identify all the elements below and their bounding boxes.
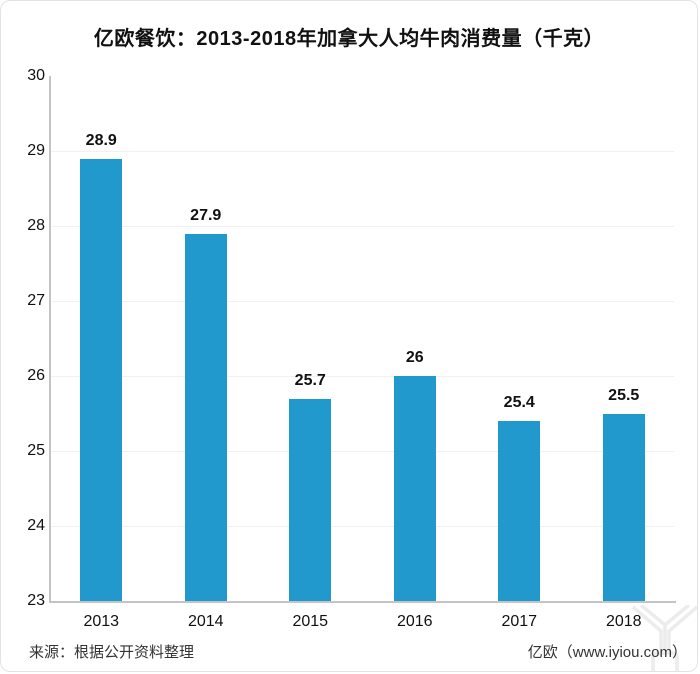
bar-2015 [289, 398, 332, 601]
y-tick-label-29: 29 [27, 142, 45, 159]
gridline-24 [51, 526, 674, 527]
bar-value-label-2017: 25.4 [503, 394, 535, 411]
x-tick-label-2018: 2018 [605, 613, 642, 630]
x-tick-label-2013: 2013 [83, 613, 120, 630]
source-note: 来源：根据公开资料整理 [29, 644, 195, 661]
y-tick-label-23: 23 [27, 592, 45, 609]
y-axis-line [49, 76, 51, 603]
bar-value-label-2014: 27.9 [190, 206, 222, 224]
y-tick-label-28: 28 [27, 217, 45, 234]
y-tick-label-26: 26 [27, 367, 45, 384]
bar-2014 [184, 233, 227, 601]
gridline-27 [51, 301, 674, 302]
y-tick-label-30: 30 [27, 67, 45, 84]
y-tick-label-27: 27 [27, 292, 45, 309]
bar-2018 [602, 413, 645, 601]
brand-credit: 亿欧（www.iyiou.com） [527, 644, 687, 661]
gridline-28 [51, 226, 674, 227]
chart-title: 亿欧餐饮：2013-2018年加拿大人均牛肉消费量（千克） [93, 28, 605, 50]
y-tick-label-25: 25 [27, 442, 45, 459]
bar-2017 [498, 421, 541, 601]
x-axis-line [49, 601, 676, 603]
bar-value-label-2015: 25.7 [294, 371, 326, 389]
bar-2013 [80, 158, 123, 601]
gridline-29 [51, 151, 674, 152]
gridline-26 [51, 376, 674, 377]
x-tick-label-2016: 2016 [396, 613, 433, 630]
bar-value-label-2013: 28.9 [85, 131, 117, 149]
x-tick-label-2014: 2014 [187, 613, 224, 630]
x-tick-label-2015: 2015 [292, 613, 329, 630]
bar-value-label-2016: 26 [405, 349, 424, 366]
gridline-25 [51, 451, 674, 452]
x-tick-label-2017: 2017 [501, 613, 538, 630]
bar-2016 [393, 376, 436, 601]
y-tick-label-24: 24 [27, 517, 45, 534]
bar-value-label-2018: 25.5 [608, 386, 640, 404]
